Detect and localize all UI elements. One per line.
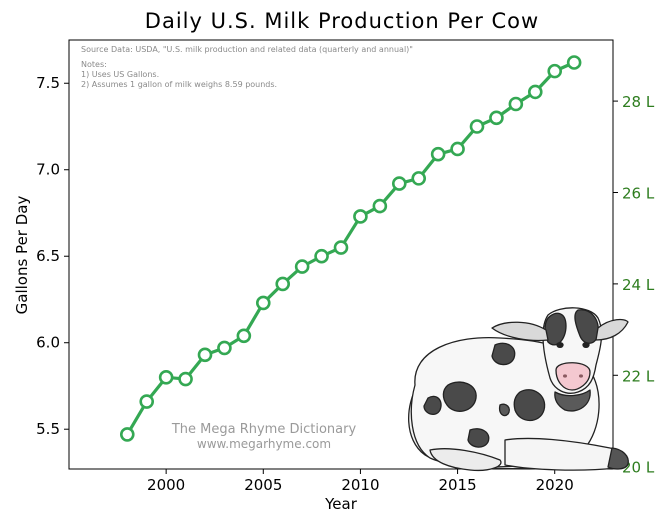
- data-point: [566, 55, 582, 70]
- y-tick-label: 5.5: [36, 420, 60, 438]
- series-milk-gallons: [119, 55, 582, 442]
- note-item-2: 2) Assumes 1 gallon of milk weighs 8.59 …: [81, 80, 277, 89]
- data-point: [217, 340, 232, 356]
- data-point: [294, 259, 310, 274]
- data-point: [469, 119, 485, 134]
- data-point: [333, 240, 349, 255]
- data-point: [353, 209, 368, 224]
- right-tick-label: 28 L: [622, 93, 655, 111]
- x-tick-label: 2000: [147, 476, 185, 494]
- data-point: [489, 110, 504, 126]
- y-tick-label: 6.0: [36, 334, 60, 352]
- x-axis: 2000 2005 2010 2015 2020: [147, 469, 574, 494]
- data-point: [314, 248, 329, 264]
- data-point: [527, 84, 543, 100]
- y-tick-label: 7.5: [36, 74, 60, 92]
- right-tick-label: 24 L: [622, 276, 655, 294]
- watermark-url: www.megarhyme.com: [197, 437, 331, 451]
- y-axis-left: 5.5 6.0 6.5 7.0 7.5: [36, 74, 69, 438]
- data-point: [236, 328, 252, 344]
- y-tick-label: 7.0: [36, 161, 60, 179]
- right-tick-label: 26 L: [622, 184, 655, 202]
- data-point: [411, 171, 427, 186]
- data-point: [391, 176, 407, 191]
- watermark-title: The Mega Rhyme Dictionary: [171, 422, 357, 437]
- chart-title: Daily U.S. Milk Production Per Cow: [145, 9, 539, 33]
- data-point: [139, 394, 155, 409]
- data-point: [197, 347, 213, 363]
- y-axis-right: 20 L 22 L 24 L 26 L 28 L: [613, 93, 655, 477]
- right-tick-label: 22 L: [622, 367, 655, 385]
- x-tick-label: 2015: [438, 476, 476, 494]
- data-point: [178, 371, 193, 387]
- plot-frame: [68, 39, 614, 470]
- source-note: Source Data: USDA, "U.S. milk production…: [81, 45, 413, 54]
- data-point: [372, 198, 388, 214]
- data-point: [255, 295, 271, 311]
- data-point: [275, 276, 291, 292]
- data-point: [547, 63, 563, 79]
- data-point: [508, 96, 524, 112]
- cow-illustration: [408, 307, 629, 472]
- data-point: [430, 146, 446, 162]
- x-tick-label: 2020: [536, 476, 574, 494]
- x-tick-label: 2010: [341, 476, 379, 494]
- x-tick-label: 2005: [244, 476, 282, 494]
- data-point: [450, 141, 465, 157]
- note-item-1: 1) Uses US Gallons.: [81, 70, 159, 79]
- y-tick-label: 6.5: [36, 247, 60, 265]
- data-point: [158, 370, 174, 385]
- y-axis-label: Gallons Per Day: [13, 196, 31, 315]
- data-point: [119, 427, 135, 442]
- right-tick-label: 20 L: [622, 459, 655, 477]
- notes-heading: Notes:: [81, 60, 107, 69]
- x-axis-label: Year: [324, 495, 358, 513]
